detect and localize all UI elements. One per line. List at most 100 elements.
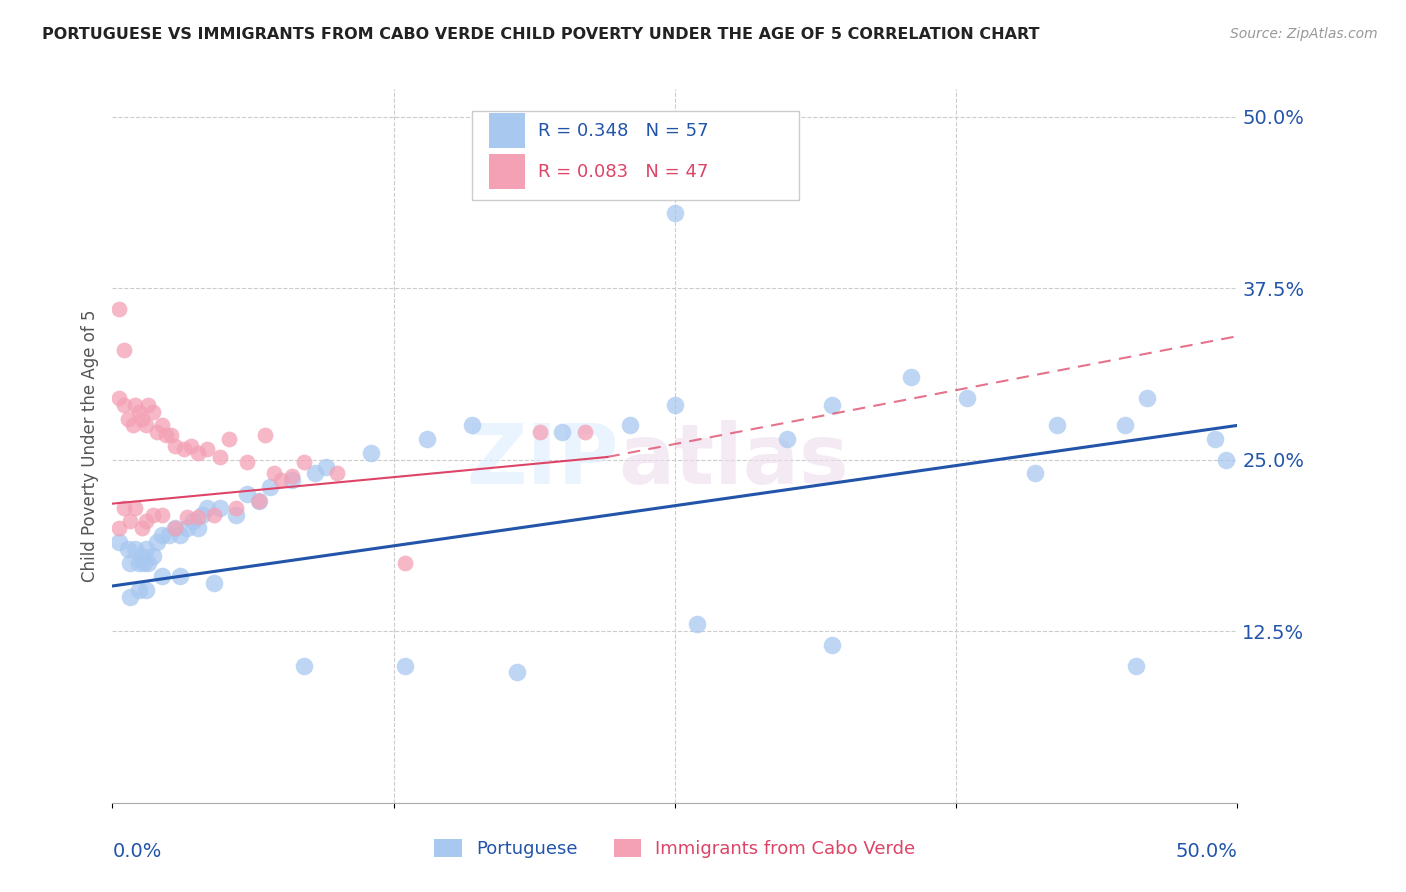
Point <box>128 556 150 570</box>
Point <box>900 370 922 384</box>
Point <box>776 432 799 446</box>
Text: atlas: atlas <box>619 420 849 500</box>
Point <box>292 658 315 673</box>
Point <box>187 446 209 460</box>
Point <box>1046 418 1069 433</box>
Point <box>187 510 209 524</box>
Point <box>146 535 169 549</box>
Point <box>292 455 315 469</box>
Text: R = 0.083   N = 47: R = 0.083 N = 47 <box>537 162 709 180</box>
Point <box>173 442 195 456</box>
Point <box>142 508 165 522</box>
Point <box>664 398 686 412</box>
Point <box>160 428 183 442</box>
Point <box>236 487 259 501</box>
Text: ZIP: ZIP <box>467 420 619 500</box>
Point <box>529 425 551 440</box>
Point <box>281 473 304 487</box>
Point <box>108 535 131 549</box>
Point <box>821 398 844 412</box>
Point <box>187 521 209 535</box>
Point <box>209 500 232 515</box>
Point <box>1136 391 1159 405</box>
Point <box>128 405 150 419</box>
Point <box>263 467 285 481</box>
Point <box>218 432 240 446</box>
Point <box>131 411 153 425</box>
Point <box>956 391 979 405</box>
Point <box>176 521 198 535</box>
Point <box>150 569 173 583</box>
Point <box>416 432 439 446</box>
Point <box>202 576 225 591</box>
Point <box>117 411 139 425</box>
Point <box>128 583 150 598</box>
Point <box>1204 432 1226 446</box>
Point <box>664 205 686 219</box>
Point <box>120 515 142 529</box>
Legend: Portuguese, Immigrants from Cabo Verde: Portuguese, Immigrants from Cabo Verde <box>427 831 922 865</box>
Point <box>165 439 187 453</box>
Point <box>394 658 416 673</box>
Point <box>191 508 214 522</box>
Point <box>120 590 142 604</box>
Point <box>326 467 349 481</box>
Point <box>821 638 844 652</box>
Text: 50.0%: 50.0% <box>1175 842 1237 861</box>
Point <box>150 418 173 433</box>
Point <box>183 515 205 529</box>
Point <box>394 556 416 570</box>
Point <box>169 528 191 542</box>
Point <box>165 521 187 535</box>
Point <box>247 494 270 508</box>
Point <box>225 500 247 515</box>
Point <box>169 569 191 583</box>
Bar <box>489 113 526 148</box>
Point <box>551 425 574 440</box>
Point <box>1114 418 1136 433</box>
Point <box>121 418 143 433</box>
Point <box>304 467 326 481</box>
Point <box>195 500 218 515</box>
Point <box>138 398 160 412</box>
Point <box>135 515 157 529</box>
Point <box>1215 452 1237 467</box>
Point <box>360 446 382 460</box>
Point <box>108 521 131 535</box>
Point <box>225 508 247 522</box>
Text: R = 0.348   N = 57: R = 0.348 N = 57 <box>537 121 709 139</box>
Point <box>315 459 337 474</box>
Point <box>117 541 139 556</box>
Point <box>142 405 165 419</box>
Point <box>108 301 131 316</box>
Point <box>146 425 169 440</box>
Point <box>120 556 142 570</box>
Text: 0.0%: 0.0% <box>112 842 162 861</box>
Point <box>165 521 187 535</box>
Text: PORTUGUESE VS IMMIGRANTS FROM CABO VERDE CHILD POVERTY UNDER THE AGE OF 5 CORREL: PORTUGUESE VS IMMIGRANTS FROM CABO VERDE… <box>42 27 1039 42</box>
Point <box>259 480 281 494</box>
Point <box>142 549 165 563</box>
Point <box>247 494 270 508</box>
Point <box>132 556 155 570</box>
Y-axis label: Child Poverty Under the Age of 5: Child Poverty Under the Age of 5 <box>80 310 98 582</box>
Point <box>138 556 160 570</box>
Point <box>1024 467 1046 481</box>
Point <box>157 528 180 542</box>
Point <box>124 500 146 515</box>
Text: Source: ZipAtlas.com: Source: ZipAtlas.com <box>1230 27 1378 41</box>
Point <box>135 541 157 556</box>
Point <box>202 508 225 522</box>
Point <box>195 442 218 456</box>
Point <box>254 428 277 442</box>
Point <box>176 510 198 524</box>
Point <box>135 583 157 598</box>
Point <box>150 528 173 542</box>
Bar <box>472 111 799 200</box>
Point <box>1125 658 1147 673</box>
Point <box>124 541 146 556</box>
Point <box>108 391 131 405</box>
Point <box>112 500 135 515</box>
Point <box>131 521 153 535</box>
Point <box>461 418 484 433</box>
